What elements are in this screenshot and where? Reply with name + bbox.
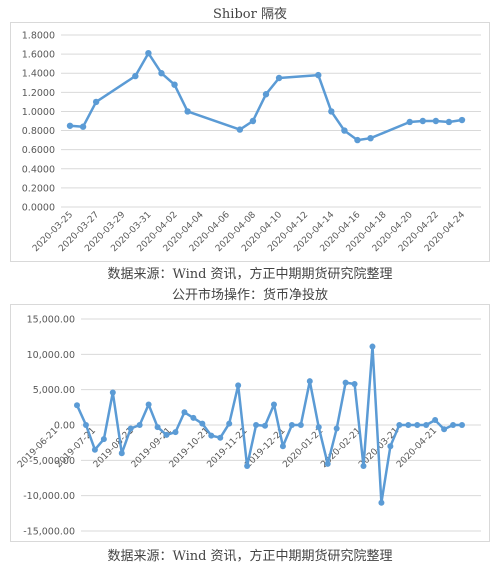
data-point <box>190 414 197 421</box>
data-point <box>279 443 286 450</box>
x-tick-label: 2020-04-21 <box>395 426 439 470</box>
y-tick-label: -10,000.00 <box>23 491 75 502</box>
data-point <box>306 378 313 385</box>
y-tick-label: 5,000.00 <box>33 385 75 396</box>
data-point <box>244 462 251 469</box>
data-point <box>158 70 165 77</box>
data-point <box>333 425 340 432</box>
y-tick-label: 0.4000 <box>22 164 55 175</box>
data-point <box>145 401 152 408</box>
data-point <box>354 136 361 144</box>
data-point <box>387 443 394 450</box>
data-point <box>236 126 244 133</box>
data-point <box>100 436 107 443</box>
y-tick-label: 1.2000 <box>22 88 55 99</box>
y-tick-label: -15,000.00 <box>23 527 75 538</box>
data-point <box>360 462 367 469</box>
data-point <box>172 429 179 436</box>
data-point <box>270 401 277 408</box>
data-point <box>91 446 98 453</box>
data-point <box>324 460 331 467</box>
chart-1-title: Shibor 隔夜 <box>213 7 287 22</box>
open-market-chart: 15,000.00 10,000.00 5,000.00 0.00 -5,000.00 -… <box>10 304 490 542</box>
data-point <box>351 381 358 388</box>
data-point <box>82 422 89 428</box>
data-point <box>369 343 376 350</box>
data-point <box>341 127 348 134</box>
data-point <box>199 420 206 427</box>
data-point <box>154 424 161 431</box>
data-point <box>181 409 188 416</box>
data-point <box>171 81 178 88</box>
data-point <box>275 74 283 82</box>
chart-2-source: 数据来源：Wind 资讯，方正中期期货研究院整理 <box>107 549 393 564</box>
y-tick-label: 0.6000 <box>22 145 55 156</box>
data-point <box>132 72 139 80</box>
y-tick-label: 0.2000 <box>22 183 55 194</box>
data-point <box>441 426 448 433</box>
y-tick-label: 15,000.00 <box>27 315 75 326</box>
data-point <box>406 118 413 126</box>
data-point <box>328 108 335 115</box>
data-point <box>226 420 233 427</box>
data-point <box>184 108 191 115</box>
data-point <box>367 135 374 142</box>
chart-1-source: 数据来源：Wind 资讯，方正中期期货研究院整理 <box>107 267 393 282</box>
chart-2-title: 公开市场操作：货币净投放 <box>171 288 328 303</box>
data-point <box>315 71 322 79</box>
data-point <box>419 117 426 125</box>
data-point <box>450 422 457 428</box>
data-point <box>163 431 170 438</box>
y-tick-label: 1.8000 <box>22 31 55 42</box>
data-point <box>253 422 260 428</box>
data-point <box>249 117 257 125</box>
data-point <box>127 425 134 432</box>
data-point <box>396 422 403 428</box>
data-point <box>74 402 80 409</box>
shibor-chart-svg: 1.8000 1.6000 1.4000 1.2000 1.0000 0.8000 0.60… <box>22 31 481 254</box>
data-point <box>459 422 465 428</box>
y-tick-label: 1.6000 <box>22 50 55 61</box>
data-point <box>458 116 466 124</box>
data-point <box>145 49 152 57</box>
y-tick-label: 0.8000 <box>22 126 55 137</box>
data-point <box>342 379 349 386</box>
data-point <box>288 422 295 428</box>
data-point <box>79 123 87 130</box>
data-point <box>423 422 430 428</box>
data-point <box>235 382 242 389</box>
data-point <box>445 118 453 126</box>
y-tick-label: 10,000.00 <box>27 350 75 361</box>
data-point <box>378 499 385 506</box>
data-point <box>315 424 322 431</box>
data-point <box>432 417 439 424</box>
net-injection-series-line <box>75 345 462 504</box>
y-tick-label: 0.00 <box>54 421 75 432</box>
data-point <box>118 450 125 457</box>
data-point <box>262 422 269 429</box>
data-point <box>297 422 304 428</box>
open-market-chart-svg: 15,000.00 10,000.00 5,000.00 0.00 -5,000.00 -… <box>16 315 481 538</box>
data-point <box>262 91 270 98</box>
shibor-series-line <box>69 51 463 142</box>
data-point <box>136 422 143 428</box>
y-tick-label: 1.4000 <box>22 69 55 80</box>
y-tick-label: -5,000.00 <box>29 456 75 467</box>
data-point <box>432 117 440 125</box>
data-point <box>208 432 215 439</box>
shibor-chart: 1.8000 1.6000 1.4000 1.2000 1.0000 0.8000 0.60… <box>10 22 490 262</box>
data-point <box>109 389 116 396</box>
y-tick-label: 0.0000 <box>22 203 55 214</box>
y-tick-label: 1.0000 <box>22 107 55 118</box>
data-point <box>92 98 100 106</box>
data-point <box>217 434 224 441</box>
data-point <box>405 422 412 428</box>
data-point <box>66 122 74 129</box>
data-point <box>414 422 421 428</box>
